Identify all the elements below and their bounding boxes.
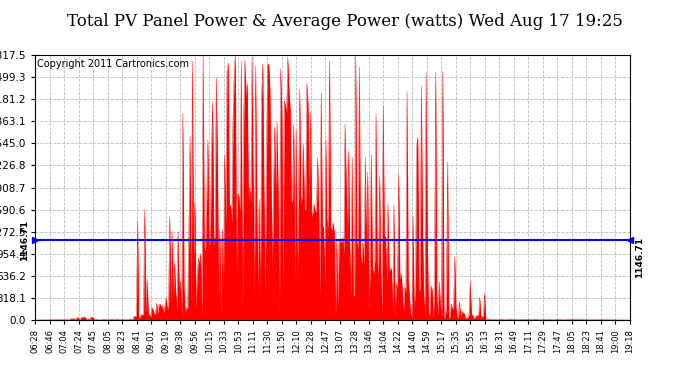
Text: 1146.71: 1146.71	[20, 220, 29, 261]
Text: Copyright 2011 Cartronics.com: Copyright 2011 Cartronics.com	[37, 59, 189, 69]
Text: Total PV Panel Power & Average Power (watts) Wed Aug 17 19:25: Total PV Panel Power & Average Power (wa…	[67, 13, 623, 30]
